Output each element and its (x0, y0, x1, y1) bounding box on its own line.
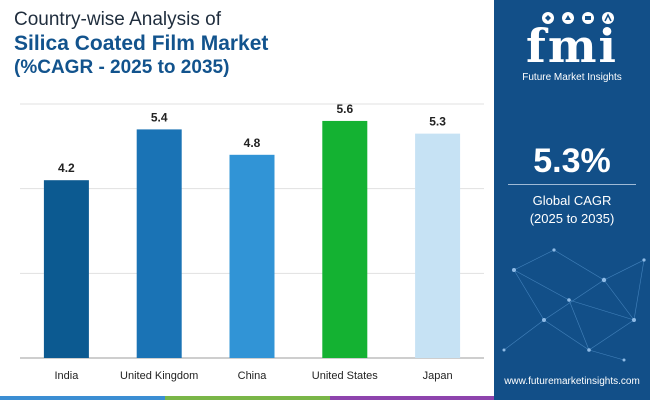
bar-united-states (322, 120, 368, 358)
cagr-label-line-2: (2025 to 2035) (529, 211, 615, 226)
value-label: 4.2 (58, 161, 75, 175)
x-tick-label: India (54, 370, 79, 382)
logo-text: fmi (526, 19, 618, 73)
bottom-accent-segment-3 (330, 396, 494, 400)
bottom-accent-segment-1 (0, 396, 165, 400)
value-label: 5.6 (336, 102, 353, 116)
website-url[interactable]: www.futuremarketinsights.com (504, 376, 640, 387)
x-tick-label: United Kingdom (120, 370, 198, 382)
chart-title: Country-wise Analysis of Silica Coated F… (14, 8, 268, 79)
title-line-3: (%CAGR - 2025 to 2035) (14, 57, 230, 78)
x-tick-labels: India United Kingdom China United States Jap… (54, 370, 452, 382)
value-label: 4.8 (244, 136, 261, 150)
x-tick-label: China (238, 370, 268, 382)
title-line-1: Country-wise Analysis of (14, 9, 221, 30)
x-tick-label: Japan (423, 370, 453, 382)
global-cagr-label: Global CAGR (2025 to 2035) (494, 192, 650, 228)
global-cagr-value: 5.3% (533, 142, 611, 180)
bar-japan (415, 133, 461, 358)
bottom-accent-segment-2 (165, 396, 330, 400)
title-line-2: Silica Coated Film Market (14, 32, 269, 55)
value-label: 5.3 (429, 115, 446, 129)
bar-chart: 4.2 5.4 4.8 5.6 5.3 India United Kingdom China… (20, 102, 484, 382)
bar-china (229, 154, 275, 358)
sidebar-panel: fmi Future Market Insights 5.3% Global C… (494, 0, 650, 400)
bar-united-kingdom (136, 129, 182, 358)
bottom-accent-segment-4 (494, 396, 650, 400)
fmi-logo: fmi Future Market Insights (494, 6, 650, 83)
network-graphic (502, 248, 646, 362)
logo-subtitle: Future Market Insights (522, 72, 622, 83)
value-labels: 4.2 5.4 4.8 5.6 5.3 (58, 102, 446, 175)
bar-india (43, 180, 89, 358)
bars (43, 120, 461, 358)
bottom-accent-bar (0, 396, 650, 400)
x-tick-label: United States (312, 370, 379, 382)
cagr-divider (508, 184, 636, 185)
logo-icons (542, 12, 614, 24)
value-label: 5.4 (151, 110, 168, 124)
cagr-label-line-1: Global CAGR (532, 193, 612, 208)
